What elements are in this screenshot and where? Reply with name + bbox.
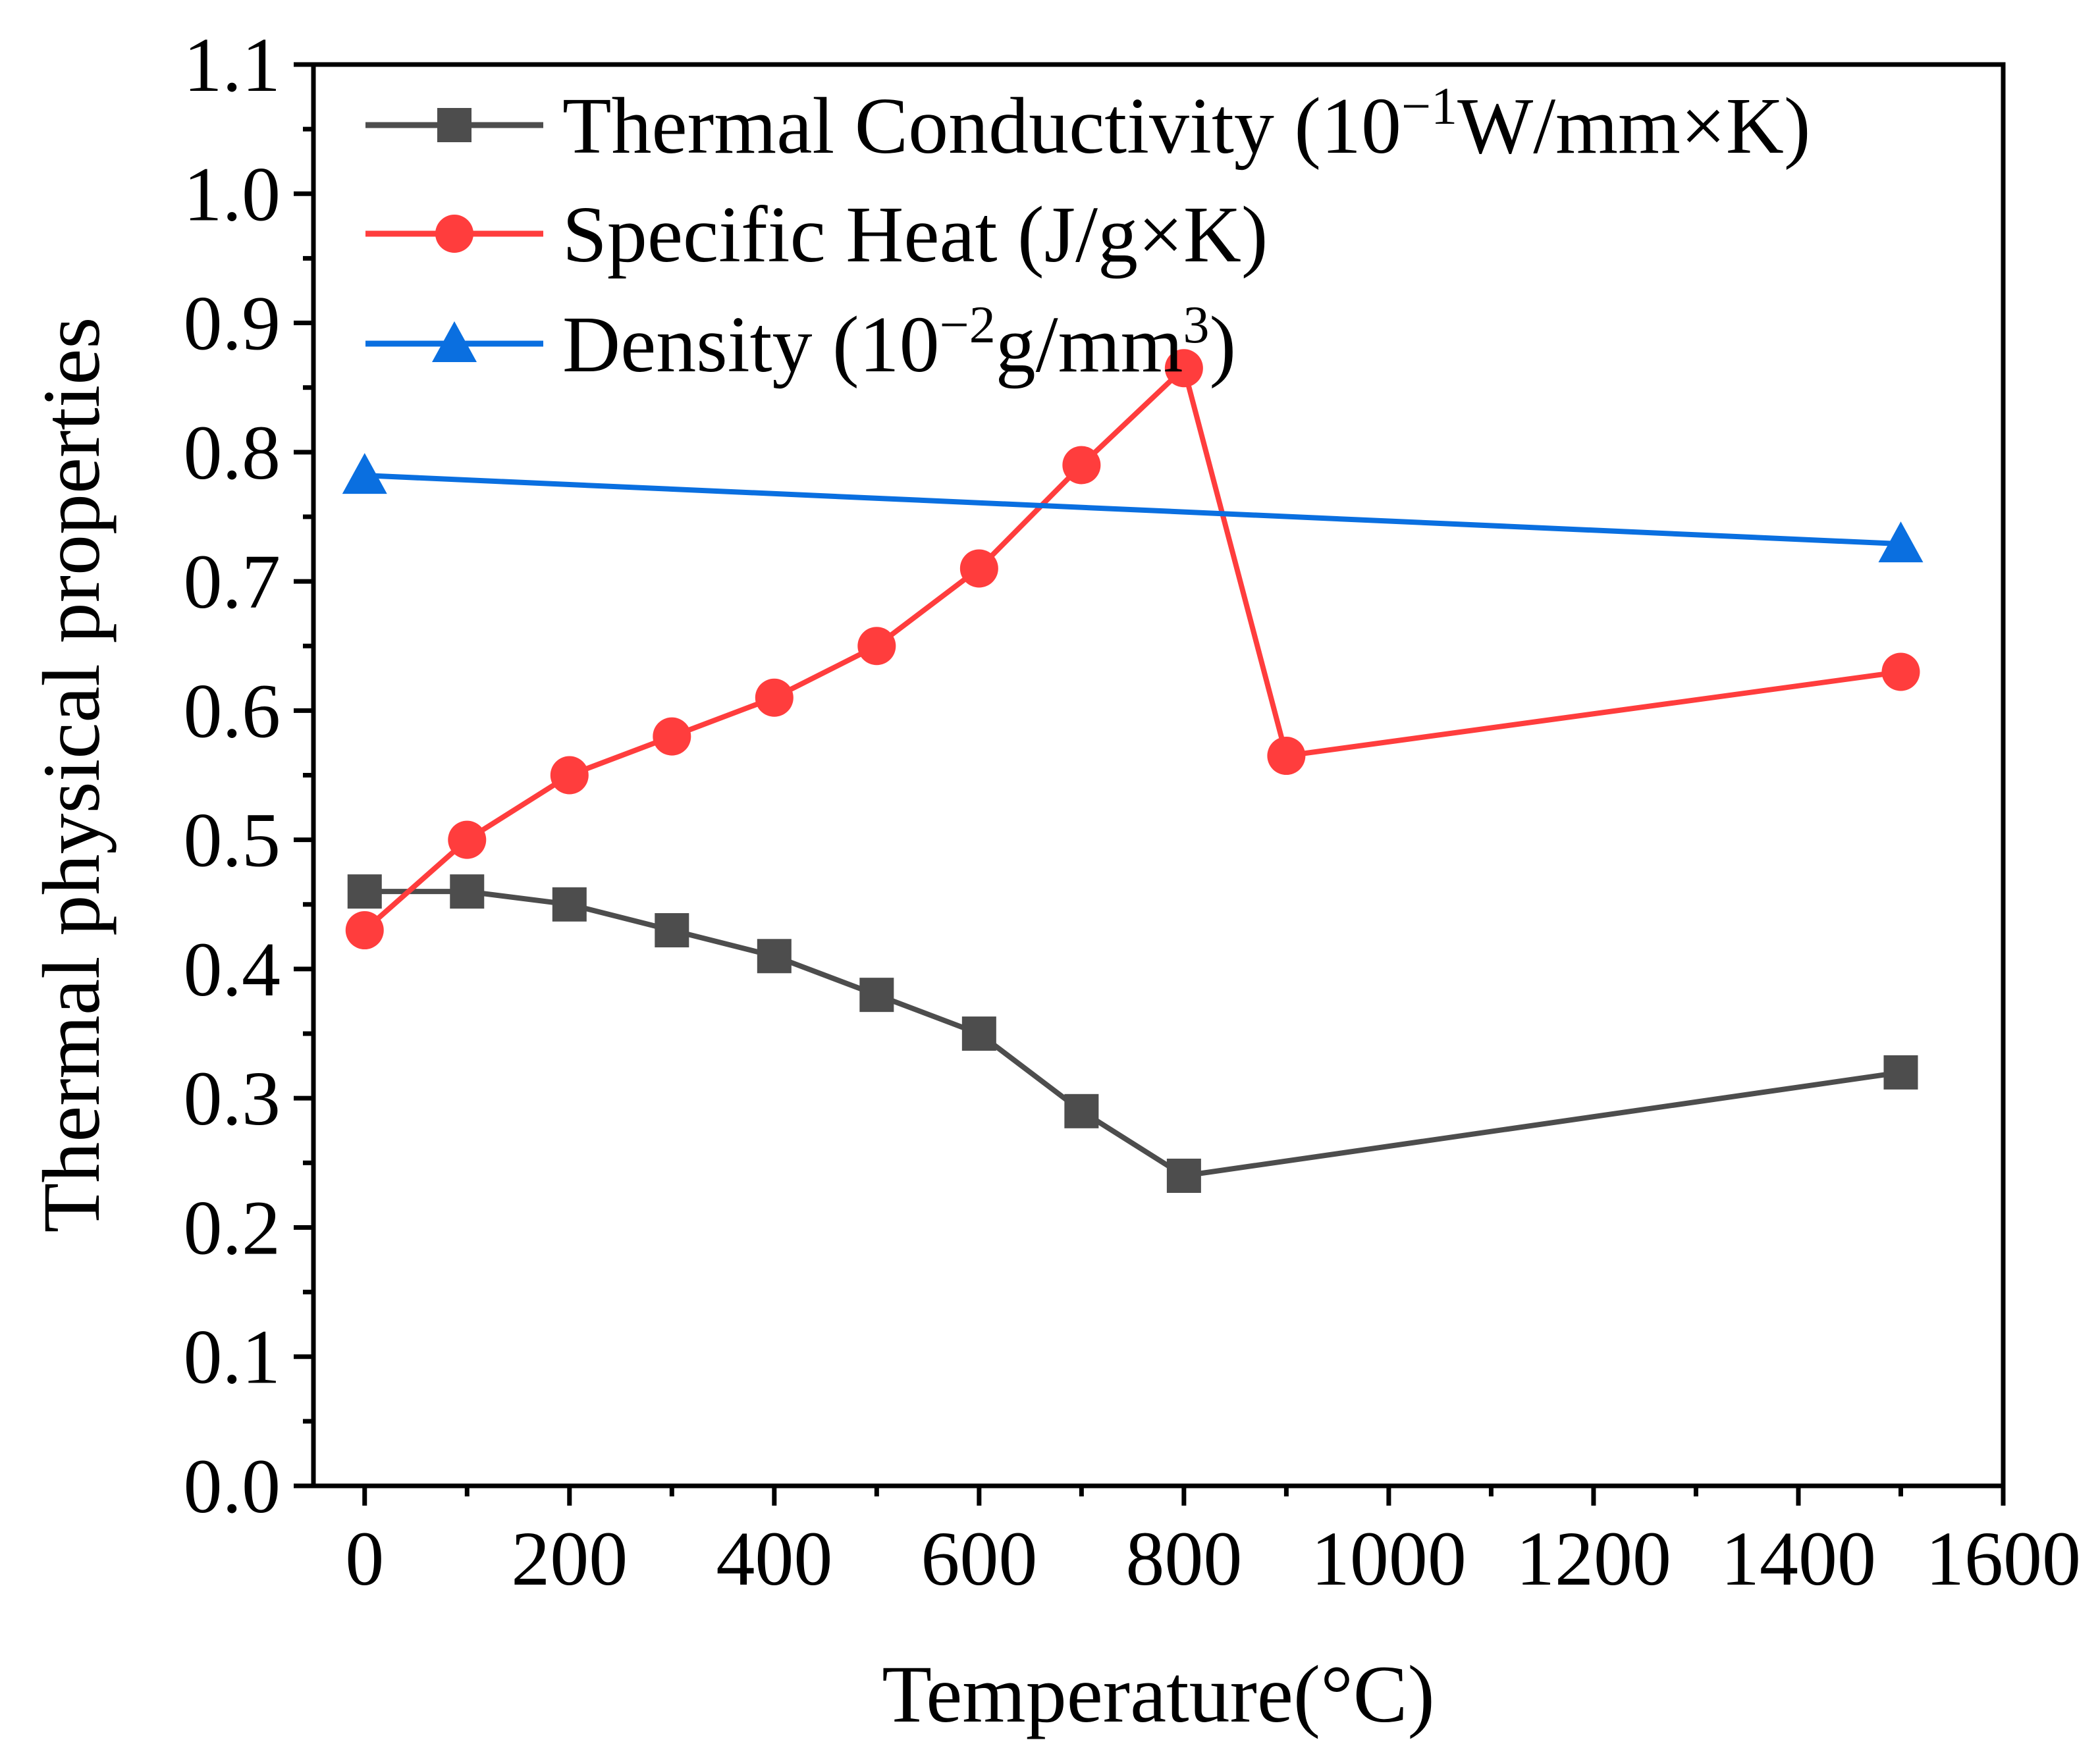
data-point bbox=[1166, 1158, 1201, 1193]
x-tick-label: 400 bbox=[716, 1516, 832, 1602]
legend-label: Specific Heat (J/g×K) bbox=[562, 190, 1268, 279]
legend-entry: Specific Heat (J/g×K) bbox=[365, 190, 1268, 279]
y-tick-label: 0.4 bbox=[184, 926, 281, 1013]
data-point bbox=[1062, 446, 1101, 485]
series-line bbox=[363, 363, 1902, 933]
data-point bbox=[959, 549, 998, 588]
data-point bbox=[757, 939, 792, 974]
data-point bbox=[755, 678, 794, 717]
data-point bbox=[1878, 521, 1924, 563]
x-tick-label: 800 bbox=[1125, 1516, 1242, 1602]
y-tick-label: 0.6 bbox=[184, 668, 281, 754]
series-triangle bbox=[342, 453, 1924, 563]
data-point bbox=[655, 913, 689, 948]
data-point bbox=[345, 911, 384, 950]
data-point bbox=[550, 756, 589, 795]
data-point bbox=[342, 453, 387, 494]
y-tick-label: 1.1 bbox=[184, 22, 281, 108]
data-point bbox=[961, 1016, 996, 1051]
series-square bbox=[347, 874, 1918, 1193]
data-point bbox=[448, 820, 487, 859]
y-tick-label: 0.8 bbox=[184, 409, 281, 496]
series-layer bbox=[342, 349, 1924, 1193]
series-line bbox=[364, 889, 1902, 1179]
data-point bbox=[1881, 652, 1920, 691]
x-tick-label: 1200 bbox=[1516, 1516, 1671, 1602]
x-tick-label: 600 bbox=[921, 1516, 1037, 1602]
y-tick-label: 0.7 bbox=[184, 539, 281, 625]
legend-entry: Thermal Conductivity (10−1W/mm×K) bbox=[365, 78, 1810, 171]
legend-marker-circle bbox=[435, 215, 473, 253]
y-axis-title: Thermal physical properties bbox=[26, 317, 117, 1232]
legend-marker-square bbox=[437, 108, 471, 142]
data-point bbox=[450, 874, 485, 909]
data-point bbox=[859, 978, 894, 1013]
legend-label: Thermal Conductivity (10−1W/mm×K) bbox=[562, 78, 1810, 171]
legend-entry: Density (10−2g/mm3) bbox=[365, 296, 1236, 389]
x-tick-label: 1000 bbox=[1311, 1516, 1467, 1602]
series-line bbox=[364, 473, 1901, 547]
y-tick-label: 1.0 bbox=[184, 151, 281, 237]
y-tick-label: 0.9 bbox=[184, 280, 281, 367]
data-point bbox=[347, 874, 382, 909]
legend: Thermal Conductivity (10−1W/mm×K) Specifi… bbox=[365, 78, 1810, 389]
y-tick-label: 0.2 bbox=[184, 1184, 281, 1271]
y-tick-label: 0.5 bbox=[184, 797, 281, 883]
data-point bbox=[1164, 349, 1203, 388]
x-tick-label: 200 bbox=[511, 1516, 628, 1602]
data-point bbox=[1883, 1055, 1918, 1090]
data-point bbox=[653, 717, 691, 756]
y-tick-label: 0.3 bbox=[184, 1055, 281, 1142]
x-tick-label: 0 bbox=[345, 1516, 384, 1602]
y-tick-label: 0.0 bbox=[184, 1443, 281, 1529]
ticks-layer: 0.0 0.1 0.2 0.3 0.4 0.5 0.6 0.7 0.8 0.9 1.0 1.1 0 200… bbox=[184, 22, 2082, 1602]
data-point bbox=[1064, 1094, 1099, 1128]
x-axis-title: Temperature(°C) bbox=[882, 1649, 1435, 1739]
x-tick-label: 1600 bbox=[1925, 1516, 2081, 1602]
y-tick-label: 0.1 bbox=[184, 1314, 281, 1400]
x-tick-label: 1400 bbox=[1721, 1516, 1876, 1602]
series-circle bbox=[345, 349, 1920, 950]
legend-label: Density (10−2g/mm3) bbox=[562, 296, 1236, 389]
data-point bbox=[857, 627, 896, 666]
data-point bbox=[552, 887, 587, 922]
data-point bbox=[1267, 737, 1306, 776]
legend-marker-triangle bbox=[432, 321, 477, 362]
